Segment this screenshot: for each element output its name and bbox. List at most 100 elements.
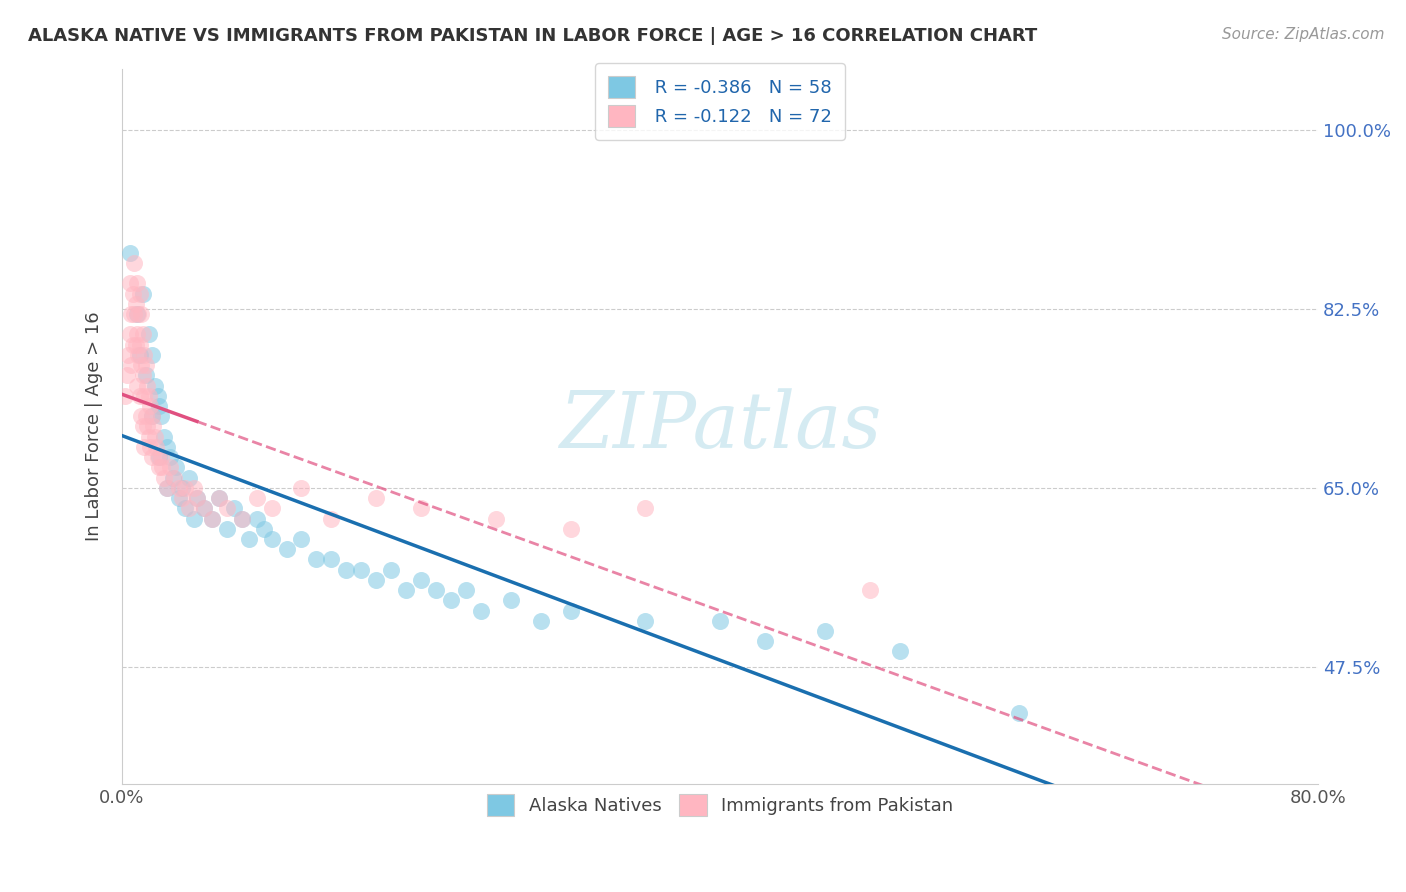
Point — [224, 501, 246, 516]
Point — [485, 511, 508, 525]
Point — [139, 440, 162, 454]
Point — [179, 470, 201, 484]
Point — [183, 511, 205, 525]
Point — [129, 389, 152, 403]
Point — [135, 368, 157, 383]
Point — [238, 532, 260, 546]
Point — [148, 450, 170, 465]
Point — [141, 409, 163, 424]
Point — [125, 277, 148, 291]
Point — [231, 511, 253, 525]
Point — [170, 481, 193, 495]
Point — [208, 491, 231, 505]
Point — [253, 522, 276, 536]
Point — [129, 286, 152, 301]
Point — [409, 573, 432, 587]
Point — [121, 286, 143, 301]
Point — [128, 348, 150, 362]
Point — [499, 593, 522, 607]
Point — [260, 532, 283, 546]
Point — [201, 511, 224, 525]
Point — [139, 399, 162, 413]
Point — [321, 552, 343, 566]
Point — [179, 501, 201, 516]
Point — [183, 481, 205, 495]
Point — [115, 368, 138, 383]
Point — [131, 307, 153, 321]
Legend: Alaska Natives, Immigrants from Pakistan: Alaska Natives, Immigrants from Pakistan — [478, 786, 962, 825]
Point — [122, 256, 145, 270]
Point — [143, 430, 166, 444]
Point — [134, 389, 156, 403]
Point — [153, 470, 176, 484]
Point — [165, 460, 187, 475]
Point — [132, 419, 155, 434]
Point — [118, 245, 141, 260]
Point — [440, 593, 463, 607]
Point — [118, 327, 141, 342]
Point — [156, 440, 179, 454]
Point — [215, 501, 238, 516]
Point — [136, 419, 159, 434]
Point — [132, 327, 155, 342]
Point — [122, 307, 145, 321]
Point — [125, 307, 148, 321]
Point — [146, 389, 169, 403]
Point — [395, 583, 418, 598]
Point — [138, 327, 160, 342]
Point — [173, 501, 195, 516]
Point — [560, 603, 582, 617]
Point — [129, 348, 152, 362]
Point — [290, 532, 312, 546]
Point — [142, 419, 165, 434]
Point — [173, 481, 195, 495]
Point — [162, 470, 184, 484]
Point — [366, 573, 388, 587]
Point — [260, 501, 283, 516]
Point — [128, 307, 150, 321]
Point — [146, 450, 169, 465]
Point — [141, 450, 163, 465]
Text: ZIPatlas: ZIPatlas — [560, 388, 882, 465]
Point — [121, 337, 143, 351]
Point — [149, 409, 172, 424]
Point — [159, 460, 181, 475]
Point — [246, 511, 269, 525]
Point — [141, 348, 163, 362]
Point — [156, 481, 179, 495]
Point — [132, 286, 155, 301]
Point — [131, 409, 153, 424]
Point — [120, 307, 142, 321]
Text: Source: ZipAtlas.com: Source: ZipAtlas.com — [1222, 27, 1385, 42]
Point — [138, 430, 160, 444]
Point — [134, 440, 156, 454]
Point — [136, 378, 159, 392]
Text: ALASKA NATIVE VS IMMIGRANTS FROM PAKISTAN IN LABOR FORCE | AGE > 16 CORRELATION : ALASKA NATIVE VS IMMIGRANTS FROM PAKISTA… — [28, 27, 1038, 45]
Point — [305, 552, 328, 566]
Point — [754, 634, 776, 648]
Point — [134, 348, 156, 362]
Point — [186, 491, 208, 505]
Point — [634, 501, 657, 516]
Point — [145, 440, 167, 454]
Point — [125, 378, 148, 392]
Point — [858, 583, 880, 598]
Point — [186, 491, 208, 505]
Point — [193, 501, 215, 516]
Point — [290, 481, 312, 495]
Point — [201, 511, 224, 525]
Point — [530, 614, 553, 628]
Point — [124, 337, 146, 351]
Point — [153, 430, 176, 444]
Point — [152, 460, 174, 475]
Point — [124, 297, 146, 311]
Point — [246, 491, 269, 505]
Point — [170, 491, 193, 505]
Point — [141, 409, 163, 424]
Point — [709, 614, 731, 628]
Point — [409, 501, 432, 516]
Point — [470, 603, 492, 617]
Point — [120, 358, 142, 372]
Point — [143, 378, 166, 392]
Y-axis label: In Labor Force | Age > 16: In Labor Force | Age > 16 — [86, 311, 103, 541]
